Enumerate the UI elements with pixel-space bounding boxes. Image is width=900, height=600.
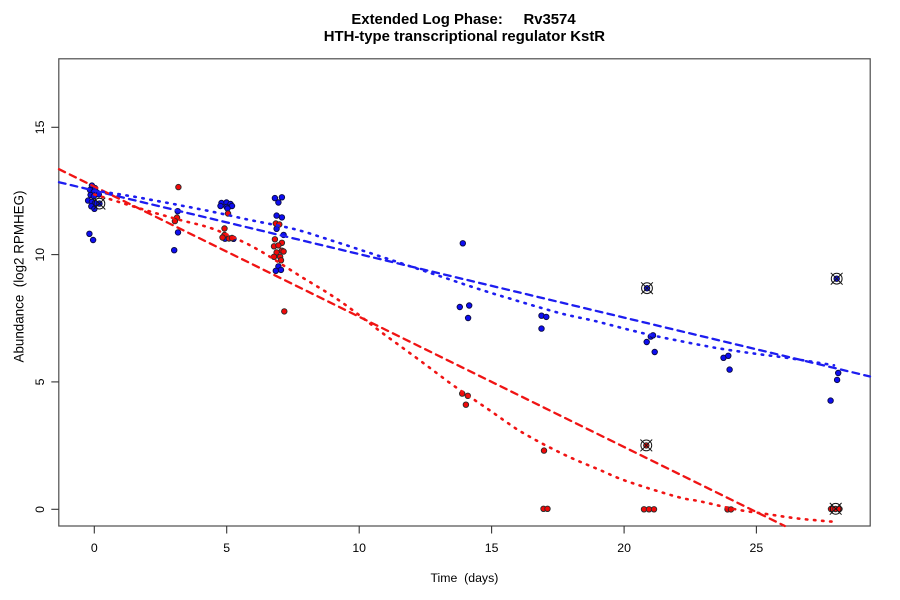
- svg-text:Abundance (log2 RPMHEG): Abundance (log2 RPMHEG): [12, 191, 27, 363]
- svg-text:Extended Log Phase: Rv3574: Extended Log Phase: Rv3574: [351, 12, 576, 28]
- svg-text:5: 5: [33, 378, 47, 385]
- svg-text:0: 0: [33, 506, 47, 513]
- svg-text:15: 15: [33, 120, 47, 134]
- svg-text:0: 0: [91, 541, 98, 555]
- svg-text:20: 20: [617, 541, 631, 555]
- svg-text:Time (days): Time (days): [430, 571, 498, 585]
- svg-text:10: 10: [33, 248, 47, 262]
- svg-text:25: 25: [750, 541, 764, 555]
- svg-text:15: 15: [485, 541, 499, 555]
- svg-text:5: 5: [223, 541, 230, 555]
- svg-text:10: 10: [352, 541, 366, 555]
- svg-text:HTH-type transcriptional regul: HTH-type transcriptional regulator KstR: [324, 29, 606, 45]
